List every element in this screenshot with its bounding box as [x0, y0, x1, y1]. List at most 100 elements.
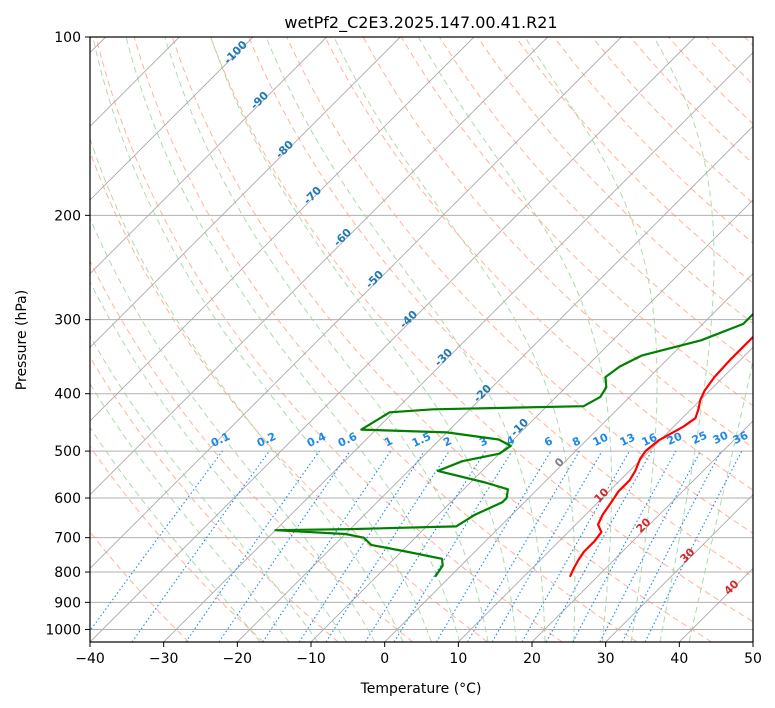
mixing-ratio-line: [185, 450, 320, 642]
y-tick-label: 200: [54, 208, 81, 224]
isotherm-line: [237, 125, 753, 642]
dry-adiabat-line: [324, 37, 753, 491]
mixing-ratio-label: 0.6: [336, 430, 359, 450]
mixing-ratio-label: 10: [591, 431, 611, 449]
moist-adiabat-line: [653, 37, 715, 642]
x-axis-label: Temperature (°C): [360, 681, 482, 697]
isotherm-line: [531, 420, 753, 642]
isotherm-line: [90, 37, 401, 348]
moist-adiabat-line: [688, 358, 753, 642]
dry-adiabat-line: [286, 37, 753, 534]
plot-frame: [89, 36, 754, 643]
dry-adiabat-line: [133, 37, 638, 642]
mixing-ratio-line: [393, 450, 513, 642]
grid-layer: [90, 37, 753, 642]
moist-adiabat-line: [90, 426, 261, 642]
mixing-ratio-line: [325, 450, 450, 642]
mixing-ratio-lines: [90, 450, 743, 642]
isotherm-line: [90, 37, 696, 642]
dry-adiabat-line: [553, 37, 753, 244]
chart-title: wetPf2_C2E3.2025.147.00.41.R21: [284, 13, 557, 33]
mixing-ratio-label: 16: [640, 431, 660, 449]
dry-adiabat-line: [90, 445, 264, 642]
dry-adiabat-line: [515, 37, 753, 284]
mixing-ratio-label: 0.4: [305, 430, 328, 450]
mixing-ratio-line: [131, 450, 270, 642]
isotherm-line: [90, 37, 254, 201]
mixing-ratio-label: 13: [618, 431, 637, 449]
mixing-ratio-line: [218, 450, 351, 642]
moist-adiabats: [90, 37, 753, 642]
isotherm-label: -40: [397, 308, 420, 331]
x-tick-label: 10: [449, 651, 467, 667]
isotherm-line: [605, 494, 753, 642]
isotherm-line: [384, 273, 753, 642]
isotherm-line: [163, 52, 753, 642]
dry-adiabat-line: [210, 37, 753, 623]
mixing-ratio-line: [644, 450, 743, 642]
y-axis-label: Pressure (hPa): [14, 290, 30, 390]
mixing-ratio-label: 0.1: [209, 430, 232, 450]
y-tick-label: 600: [54, 491, 81, 507]
isotherm-label: -50: [363, 268, 386, 291]
x-tick-label: 0: [380, 651, 389, 667]
mixing-ratio-label: 36: [731, 429, 751, 447]
dewpoint-profile: [274, 312, 753, 578]
moist-adiabat-label: 10: [592, 485, 612, 505]
y-tick-label: 800: [54, 565, 81, 581]
mixing-ratio-label: 1: [382, 434, 394, 449]
x-axis: −40 −30 −20 −10 0 10 20 30 40 50: [75, 642, 762, 667]
y-tick-label: 500: [54, 444, 81, 460]
y-tick-label: 1000: [45, 622, 81, 638]
y-tick-label: 400: [54, 387, 81, 403]
profile-layer: [274, 312, 753, 578]
x-tick-label: −20: [223, 651, 253, 667]
x-tick-label: 40: [670, 651, 688, 667]
dry-adiabat-line: [706, 37, 753, 86]
dry-adiabat-line: [90, 150, 488, 642]
isotherm-line: [458, 346, 753, 642]
mixing-ratio-label: 8: [570, 434, 582, 449]
isotherm-line: [90, 37, 475, 422]
x-tick-label: −10: [296, 651, 326, 667]
moist-adiabat-line: [265, 37, 546, 642]
isotherm-line: [90, 37, 622, 569]
isotherm-label: -70: [301, 184, 324, 207]
mixing-ratio-line: [262, 450, 392, 642]
mixing-ratio-line: [572, 450, 677, 642]
isotherm-label: -20: [471, 382, 494, 405]
moist-adiabat-line: [90, 334, 319, 642]
moist-adiabat-line: [210, 37, 517, 642]
dry-adiabat-line: [477, 37, 753, 325]
moist-adiabat-label: 20: [634, 515, 654, 535]
mixing-ratio-line: [599, 450, 701, 642]
temperature-profile: [568, 335, 753, 578]
isotherm-label: -30: [432, 346, 455, 369]
moist-adiabat-line: [164, 37, 489, 642]
moist-adiabat-line: [417, 37, 613, 642]
moist-adiabat-line: [90, 280, 347, 642]
moist-adiabat-line: [90, 137, 404, 642]
x-tick-label: −40: [75, 651, 105, 667]
mixing-ratio-line: [521, 450, 630, 642]
isotherm-line: [310, 199, 753, 642]
x-tick-label: 30: [597, 651, 615, 667]
mixing-ratio-label: 6: [542, 434, 555, 449]
moist-adiabat-label: 40: [722, 577, 742, 597]
moist-adiabat-line: [524, 37, 658, 642]
moist-adiabat-line: [90, 382, 290, 642]
mixing-ratio-label: 30: [711, 429, 731, 447]
x-tick-label: 50: [744, 651, 762, 667]
y-tick-label: 300: [54, 313, 81, 329]
y-tick-label: 100: [54, 30, 81, 46]
moist-adiabat-label: 30: [678, 545, 698, 565]
mixing-ratio-line: [90, 450, 223, 632]
isotherm-label: -100: [221, 38, 250, 67]
isotherm-label: -90: [248, 89, 271, 112]
dry-adiabat-line: [95, 37, 563, 642]
y-tick-label: 700: [54, 531, 81, 547]
isobar-gridlines: [90, 37, 753, 630]
mixing-ratio-line: [435, 450, 552, 642]
mixing-ratio-label: 25: [690, 429, 709, 447]
